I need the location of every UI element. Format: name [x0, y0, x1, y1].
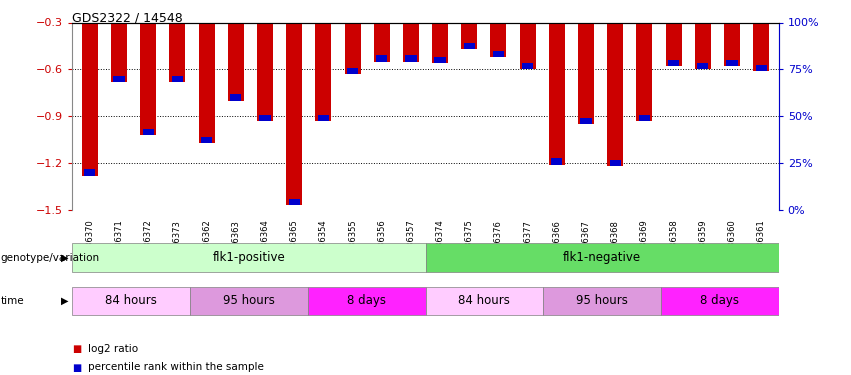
Text: GDS2322 / 14548: GDS2322 / 14548	[72, 11, 183, 24]
Bar	[376, 56, 387, 62]
Bar	[426, 286, 543, 315]
Text: percentile rank within the sample: percentile rank within the sample	[88, 363, 264, 372]
Bar	[308, 286, 426, 315]
Bar	[668, 60, 679, 66]
Text: 95 hours: 95 hours	[576, 294, 628, 307]
Text: 84 hours: 84 hours	[106, 294, 157, 307]
Bar	[316, 22, 331, 121]
Bar	[260, 115, 271, 121]
Bar	[727, 60, 738, 66]
Bar	[403, 22, 419, 62]
Bar	[111, 22, 127, 82]
Bar	[639, 115, 650, 121]
Bar	[288, 199, 300, 206]
Bar	[637, 22, 653, 121]
Text: log2 ratio: log2 ratio	[88, 344, 138, 354]
Bar	[697, 63, 708, 69]
Text: ▶: ▶	[60, 253, 68, 263]
Bar	[72, 243, 426, 272]
Bar	[522, 63, 534, 69]
Bar	[230, 94, 242, 100]
Text: 84 hours: 84 hours	[459, 294, 511, 307]
Bar	[317, 115, 329, 121]
Bar	[201, 136, 212, 143]
Bar	[608, 22, 623, 166]
Bar	[580, 118, 591, 124]
Bar	[753, 22, 769, 71]
Bar	[82, 22, 98, 176]
Bar	[228, 22, 243, 100]
Bar	[694, 22, 711, 69]
Text: 8 days: 8 days	[700, 294, 740, 307]
Bar	[113, 76, 124, 82]
Text: ■: ■	[72, 344, 82, 354]
Text: flk1-negative: flk1-negative	[563, 251, 641, 264]
Text: 8 days: 8 days	[347, 294, 386, 307]
Text: ■: ■	[72, 363, 82, 372]
Bar	[543, 286, 661, 315]
Bar	[347, 68, 358, 74]
Bar	[190, 286, 308, 315]
Bar	[435, 57, 446, 63]
Text: time: time	[1, 296, 25, 306]
Bar	[198, 22, 214, 143]
Bar	[464, 43, 475, 49]
Bar	[551, 158, 563, 165]
Text: flk1-positive: flk1-positive	[213, 251, 285, 264]
Bar	[169, 22, 186, 82]
Bar	[609, 160, 621, 166]
Bar	[143, 129, 154, 135]
Bar	[520, 22, 535, 69]
Bar	[432, 22, 448, 63]
Bar	[345, 22, 361, 74]
Bar	[426, 243, 779, 272]
Text: ▶: ▶	[60, 296, 68, 306]
Bar	[405, 56, 416, 62]
Bar	[257, 22, 273, 121]
Text: 95 hours: 95 hours	[223, 294, 275, 307]
Bar	[84, 170, 95, 176]
Bar	[578, 22, 594, 124]
Bar	[661, 286, 779, 315]
Bar	[756, 64, 767, 71]
Bar	[286, 22, 302, 206]
Text: genotype/variation: genotype/variation	[1, 253, 100, 263]
Bar	[172, 76, 183, 82]
Bar	[140, 22, 157, 135]
Bar	[493, 51, 504, 57]
Bar	[665, 22, 682, 66]
Bar	[461, 22, 477, 49]
Bar	[549, 22, 565, 165]
Bar	[724, 22, 740, 66]
Bar	[72, 286, 190, 315]
Bar	[490, 22, 506, 57]
Bar	[374, 22, 390, 62]
